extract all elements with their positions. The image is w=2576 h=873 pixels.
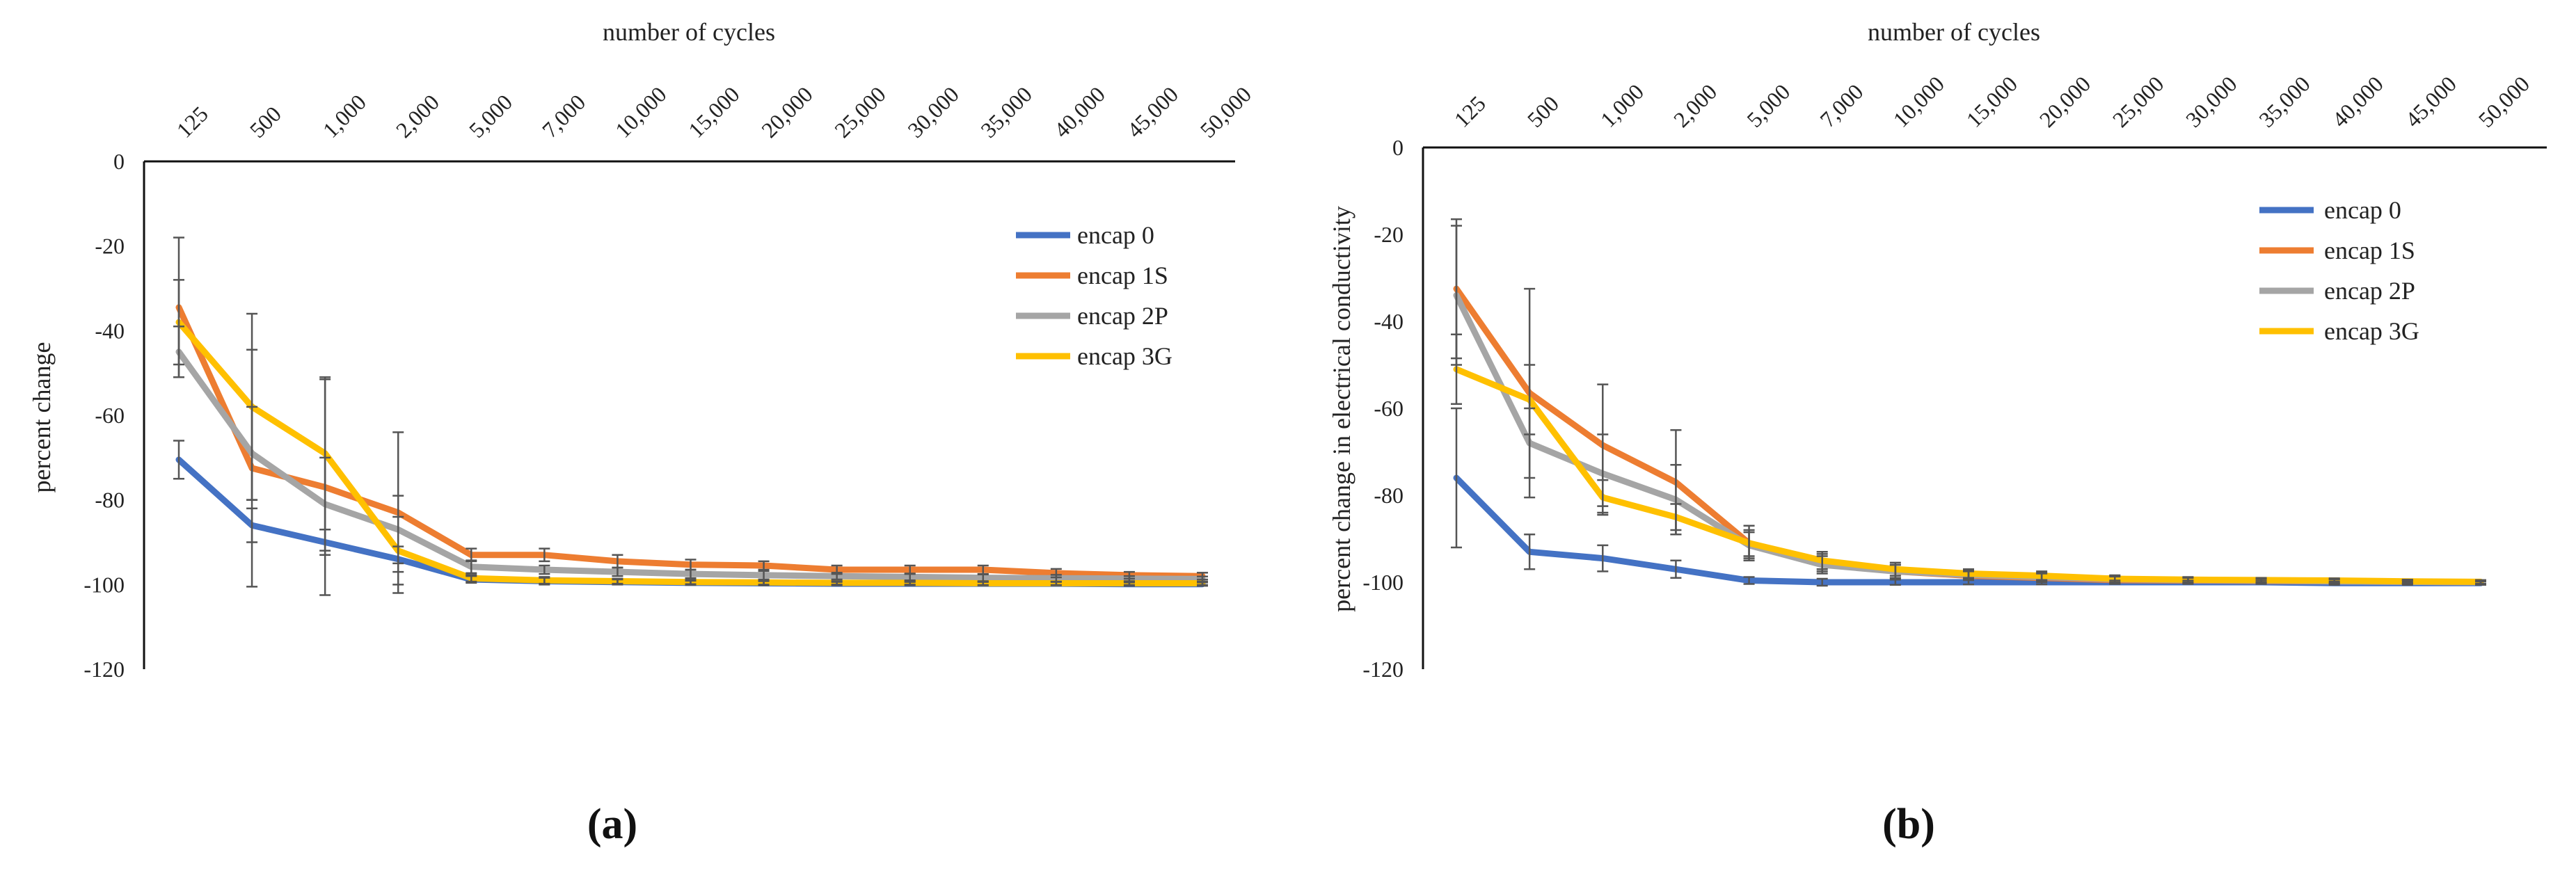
- x-tick-label: 30,000: [2181, 71, 2242, 132]
- panel-a-chart: number of cycles percent change 125 500 1,00…: [28, 18, 1256, 682]
- x-tick-label: 40,000: [2327, 71, 2388, 132]
- y-tick-label: -60: [1374, 396, 1404, 421]
- x-tick-label: 40,000: [1049, 81, 1110, 143]
- panel-a-label: (a): [587, 801, 637, 848]
- panel-b-chart: number of cycles percent change in electr…: [1328, 18, 2547, 682]
- panel-b-label: (b): [1882, 801, 1935, 848]
- y-axis-title: percent change: [28, 342, 56, 493]
- legend-label: encap 2P: [1077, 302, 1168, 330]
- series-line-encap-1S: [175, 304, 1206, 579]
- x-tick-label: 20,000: [2035, 71, 2096, 132]
- x-tick-label: 5,000: [464, 90, 517, 143]
- x-axis-title: number of cycles: [603, 18, 775, 46]
- y-axis-title: percent change in electrical conductivit…: [1328, 206, 1355, 612]
- legend-label: encap 0: [2324, 196, 2401, 224]
- x-tick-label: 2,000: [391, 90, 444, 143]
- x-tick-label: 125: [1449, 91, 1490, 132]
- y-tick-label: -20: [1374, 222, 1404, 247]
- y-tick-label: -80: [1374, 483, 1404, 508]
- x-tick-label: 500: [245, 102, 286, 143]
- x-tick-label: 10,000: [610, 81, 671, 143]
- y-tick-label: 0: [1392, 135, 1404, 160]
- x-tick-label: 45,000: [1122, 81, 1183, 143]
- x-tick-label: 25,000: [829, 81, 891, 143]
- y-tick-label: -120: [1362, 657, 1404, 682]
- y-tick-label: -100: [84, 572, 125, 597]
- x-tick-label: 25,000: [2108, 71, 2169, 132]
- x-tick-label: 5,000: [1742, 79, 1795, 132]
- x-tick-label: 7,000: [1815, 79, 1868, 132]
- x-tick-label: 35,000: [976, 81, 1037, 143]
- x-tick-label: 30,000: [903, 81, 964, 143]
- x-tick-label: 20,000: [756, 81, 818, 143]
- legend-label: encap 0: [1077, 221, 1154, 249]
- x-tick-label: 15,000: [683, 81, 745, 143]
- y-tick-label: -40: [95, 318, 125, 343]
- legend-label: encap 1S: [1077, 262, 1168, 289]
- y-tick-label: -20: [95, 234, 125, 259]
- x-tick-label: 35,000: [2254, 71, 2315, 132]
- x-tick-label: 1,000: [318, 90, 371, 143]
- x-tick-label: 45,000: [2400, 71, 2461, 132]
- y-tick-label: -40: [1374, 309, 1404, 334]
- legend-label: encap 3G: [2324, 317, 2419, 345]
- x-tick-label: 7,000: [537, 90, 590, 143]
- series-line-encap-0: [1453, 474, 2484, 586]
- legend-label: encap 2P: [2324, 277, 2415, 305]
- y-tick-label: -100: [1362, 570, 1404, 595]
- y-tick-label: -120: [84, 657, 125, 682]
- x-axis-title: number of cycles: [1868, 18, 2040, 46]
- y-tick-label: -80: [95, 488, 125, 513]
- y-tick-label: -60: [95, 403, 125, 428]
- x-tick-label: 50,000: [1195, 81, 1256, 143]
- x-tick-label: 125: [171, 102, 212, 143]
- legend-label: encap 3G: [1077, 342, 1172, 370]
- x-tick-label: 500: [1522, 91, 1564, 132]
- legend-label: encap 1S: [2324, 237, 2415, 264]
- x-tick-label: 50,000: [2473, 71, 2534, 132]
- x-tick-label: 15,000: [1961, 71, 2022, 132]
- x-tick-label: 2,000: [1669, 79, 1722, 132]
- x-tick-label: 1,000: [1596, 79, 1648, 132]
- x-tick-label: 10,000: [1888, 71, 1949, 132]
- y-tick-label: 0: [113, 149, 125, 174]
